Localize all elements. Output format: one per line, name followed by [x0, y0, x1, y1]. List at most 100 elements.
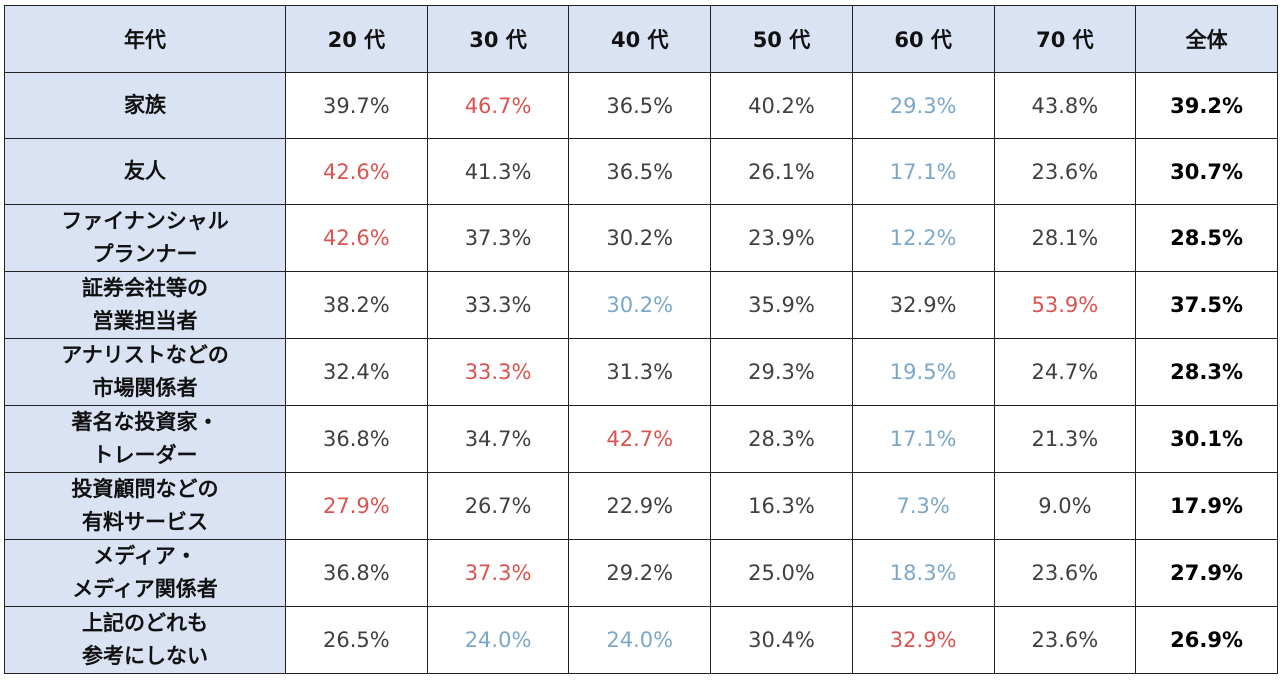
row-label: メディア・メディア関係者 [4, 539, 286, 607]
value-cell: 29.3% [710, 338, 853, 406]
value-cell: 23.6% [993, 606, 1137, 674]
header-cell: 30 代 [426, 5, 570, 73]
value-cell: 46.7% [426, 72, 570, 139]
value-cell: 29.2% [568, 539, 712, 607]
value-cell: 35.9% [710, 271, 853, 339]
value-cell: 37.3% [426, 204, 570, 272]
header-cell: 70 代 [993, 5, 1137, 73]
value-cell: 7.3% [851, 472, 995, 540]
table-row: 投資顧問などの 有料サービス 27.9% 26.7% 22.9% 16.3% 7.3% 9.0… [4, 472, 1278, 540]
value-cell: 33.3% [426, 338, 570, 406]
row-label-line: 参考にしない [82, 644, 208, 668]
row-label: 著名な投資家・ トレーダー [4, 405, 286, 473]
row-label-line: 証券会社等の [82, 276, 208, 300]
row-label-line: アナリストなどの [61, 343, 229, 367]
value-cell: 30.7% [1135, 138, 1278, 205]
value-cell: 29.3% [851, 72, 995, 139]
header-cell: 年代 [4, 5, 286, 73]
value-cell: 24.0% [568, 606, 712, 674]
header-cell: 全体 [1135, 5, 1278, 73]
table-row: メディア・ メディア関係者 36.8% 37.3% 29.2% 25.0% 18.3% 23.… [4, 539, 1278, 607]
value-cell: 30.1% [1135, 405, 1278, 473]
value-cell: 40.2% [710, 72, 853, 139]
value-cell: 39.2% [1135, 72, 1278, 139]
row-label-line: 友人 [124, 159, 166, 183]
value-cell: 26.9% [1135, 606, 1278, 674]
value-cell: 28.5% [1135, 204, 1278, 272]
value-cell: 39.7% [285, 72, 428, 139]
value-cell: 23.6% [993, 539, 1137, 607]
row-label: 上記のどれも 参考にしない [4, 606, 286, 674]
row-label-line: 上記のどれも [82, 611, 208, 635]
row-label: アナリストなどの 市場関係者 [4, 338, 286, 406]
value-cell: 17.1% [851, 405, 995, 473]
table-body: 家族 39.7% 46.7% 36.5% 40.2% 29.3% 43.8% 39.2% 友人 4… [4, 72, 1278, 674]
table-row: 家族 39.7% 46.7% 36.5% 40.2% 29.3% 43.8% 39.2% [4, 72, 1278, 139]
header-cell: 50 代 [710, 5, 853, 73]
row-label-line: 投資顧問などの [71, 477, 219, 501]
value-cell: 23.6% [993, 138, 1137, 205]
value-cell: 17.1% [851, 138, 995, 205]
value-cell: 36.8% [285, 405, 428, 473]
value-cell: 12.2% [851, 204, 995, 272]
header-cell: 60 代 [851, 5, 995, 73]
data-table: 年代 20 代 30 代 40 代 50 代 60 代 70 代全体 家族 39.7% 46.7… [4, 5, 1278, 674]
value-cell: 16.3% [710, 472, 853, 540]
row-label-line: メディア関係者 [72, 577, 218, 601]
value-cell: 17.9% [1135, 472, 1278, 540]
value-cell: 24.0% [426, 606, 570, 674]
row-label: 家族 [4, 72, 286, 139]
value-cell: 21.3% [993, 405, 1137, 473]
value-cell: 9.0% [993, 472, 1137, 540]
row-label-line: 営業担当者 [92, 309, 198, 333]
header-cell: 40 代 [568, 5, 712, 73]
value-cell: 27.9% [285, 472, 428, 540]
row-label-line: トレーダー [92, 443, 198, 467]
value-cell: 19.5% [851, 338, 995, 406]
value-cell: 41.3% [426, 138, 570, 205]
row-label: 証券会社等の 営業担当者 [4, 271, 286, 339]
value-cell: 43.8% [993, 72, 1137, 139]
value-cell: 27.9% [1135, 539, 1278, 607]
table-row: アナリストなどの 市場関係者 32.4% 33.3% 31.3% 29.3% 19.5% 24… [4, 338, 1278, 406]
value-cell: 23.9% [710, 204, 853, 272]
table-row: 上記のどれも 参考にしない 26.5% 24.0% 24.0% 30.4% 32.9% 23.… [4, 606, 1278, 674]
table-row: 友人 42.6% 41.3% 36.5% 26.1% 17.1% 23.6% 30.7% [4, 138, 1278, 205]
value-cell: 28.3% [1135, 338, 1278, 406]
value-cell: 26.7% [426, 472, 570, 540]
value-cell: 37.5% [1135, 271, 1278, 339]
value-cell: 24.7% [993, 338, 1137, 406]
value-cell: 36.5% [568, 72, 712, 139]
value-cell: 18.3% [851, 539, 995, 607]
value-cell: 53.9% [993, 271, 1137, 339]
value-cell: 32.4% [285, 338, 428, 406]
value-cell: 30.2% [568, 204, 712, 272]
value-cell: 34.7% [426, 405, 570, 473]
row-label: 友人 [4, 138, 286, 205]
value-cell: 26.5% [285, 606, 428, 674]
value-cell: 42.6% [285, 138, 428, 205]
row-label-line: 家族 [124, 93, 166, 117]
row-label-line: 市場関係者 [92, 376, 198, 400]
value-cell: 25.0% [710, 539, 853, 607]
value-cell: 33.3% [426, 271, 570, 339]
table-row: ファイナンシャル プランナー 42.6% 37.3% 30.2% 23.9% 12.2% 28… [4, 204, 1278, 272]
value-cell: 32.9% [851, 606, 995, 674]
row-label-line: プランナー [92, 242, 198, 266]
value-cell: 42.6% [285, 204, 428, 272]
value-cell: 22.9% [568, 472, 712, 540]
row-label-line: ファイナンシャル [61, 209, 229, 233]
header-row: 年代 20 代 30 代 40 代 50 代 60 代 70 代全体 [4, 5, 1278, 73]
value-cell: 30.2% [568, 271, 712, 339]
value-cell: 42.7% [568, 405, 712, 473]
value-cell: 28.1% [993, 204, 1137, 272]
value-cell: 28.3% [710, 405, 853, 473]
row-label-line: メディア・ [93, 544, 197, 568]
value-cell: 32.9% [851, 271, 995, 339]
value-cell: 31.3% [568, 338, 712, 406]
row-label: 投資顧問などの 有料サービス [4, 472, 286, 540]
value-cell: 37.3% [426, 539, 570, 607]
row-label: ファイナンシャル プランナー [4, 204, 286, 272]
table-row: 証券会社等の 営業担当者 38.2% 33.3% 30.2% 35.9% 32.9% 53.9… [4, 271, 1278, 339]
value-cell: 30.4% [710, 606, 853, 674]
